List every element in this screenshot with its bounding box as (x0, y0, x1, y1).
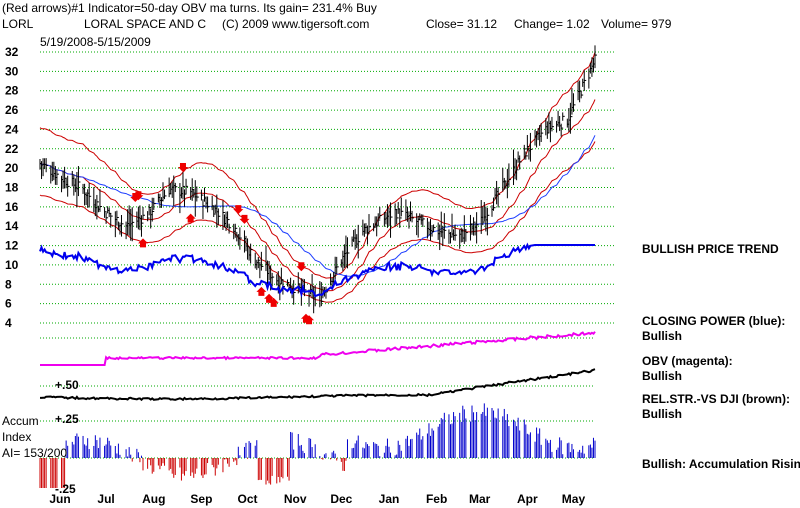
relstr-value: Bullish (642, 407, 683, 421)
x-tick-label: Jun (49, 492, 70, 506)
closing-power-series (39, 242, 595, 299)
obv-label: OBV (magenta): (642, 354, 733, 368)
y-tick-label: 24 (5, 122, 19, 136)
change-value: Change= 1.02 (514, 17, 590, 31)
y-tick-label: 16 (5, 200, 19, 214)
accum-title-2: Index (2, 430, 32, 444)
signal-arrow (239, 214, 250, 224)
x-tick-label: Oct (238, 492, 258, 506)
y-tick-label: 10 (5, 258, 19, 272)
signal-arrow (233, 205, 244, 215)
y-tick-label: 20 (5, 161, 19, 175)
y-tick-label: 26 (5, 103, 19, 117)
upper-band-series (39, 52, 596, 279)
obv-series (40, 331, 596, 366)
volume-value: Volume= 979 (601, 17, 672, 31)
y-tick-label: 12 (5, 239, 19, 253)
relstr-label: REL.STR.-VS DJI (brown): (642, 392, 790, 406)
y-axis-labels: 32 30 28 26 24 22 20 18 16 14 12 10 8 6 4 (5, 45, 19, 330)
x-tick-label: Dec (330, 492, 352, 506)
price-bars-series (39, 45, 597, 314)
obv-line (40, 331, 596, 366)
signal-arrow (133, 191, 144, 201)
y-tick-label: 32 (5, 45, 19, 59)
accum-note: Bullish: Accumulation Rising (642, 457, 800, 471)
accum-title-1: Accum (2, 414, 39, 428)
x-tick-label: Apr (517, 492, 538, 506)
y-tick-label: 22 (5, 142, 19, 156)
upper-band-line (39, 52, 596, 279)
moving-average-red-series (39, 99, 596, 292)
y-tick-label: 6 (5, 297, 12, 311)
x-tick-label: Nov (284, 492, 307, 506)
relstr-level-label: +.50 (55, 378, 79, 392)
close-value: Close= 31.12 (426, 17, 498, 31)
ma-red-line (39, 99, 596, 292)
accum-minus-label: -.25 (55, 482, 76, 496)
company-name: LORAL SPACE AND C (84, 17, 207, 31)
x-tick-label: Aug (142, 492, 165, 506)
closing-power-label: CLOSING POWER (blue): (642, 314, 786, 328)
y-tick-label: 28 (5, 84, 19, 98)
signal-arrow (138, 238, 149, 248)
relative-strength-series (40, 368, 596, 402)
x-tick-label: Sep (190, 492, 212, 506)
accumulation-index-series (39, 403, 596, 488)
signal-arrows (130, 163, 315, 325)
closing-power-value: Bullish (642, 329, 683, 343)
accum-plus-label: +.25 (55, 412, 79, 426)
y-tick-label: 8 (5, 277, 12, 291)
indicator-headline: (Red arrows)#1 Indicator=50-day OBV ma t… (2, 1, 377, 15)
ma-blue-line (39, 135, 596, 277)
lower-band-series (39, 141, 596, 303)
signal-arrow (177, 163, 188, 173)
x-tick-label: Jan (379, 492, 400, 506)
relstr-line (40, 368, 596, 402)
x-axis-labels: Jun Jul Aug Sep Oct Nov Dec Jan Feb Mar Apr May (49, 492, 585, 506)
ticker-symbol: LORL (2, 17, 34, 31)
trend-note: BULLISH PRICE TREND (642, 242, 779, 256)
y-tick-label: 30 (5, 64, 19, 78)
signal-arrow (256, 286, 267, 296)
x-tick-label: Jul (97, 492, 114, 506)
x-tick-label: May (562, 492, 586, 506)
y-tick-label: 18 (5, 181, 19, 195)
lower-band-line (39, 141, 596, 303)
y-tick-label: 14 (5, 219, 19, 233)
date-range: 5/19/2008-5/15/2009 (40, 35, 151, 49)
y-tick-label: 4 (5, 316, 12, 330)
accum-ai-value: AI= 153/200 (2, 446, 68, 460)
signal-arrow (304, 315, 315, 325)
obv-value: Bullish (642, 369, 683, 383)
signal-arrow (268, 297, 279, 307)
signal-arrow (296, 262, 307, 272)
x-tick-label: Mar (469, 492, 491, 506)
chart-grid (40, 51, 615, 459)
signal-arrow (185, 213, 196, 223)
copyright-text: (C) 2009 www.tigersoft.com (222, 17, 370, 31)
closing-power-line (39, 242, 595, 299)
x-tick-label: Feb (426, 492, 447, 506)
moving-average-blue-series (39, 135, 596, 277)
